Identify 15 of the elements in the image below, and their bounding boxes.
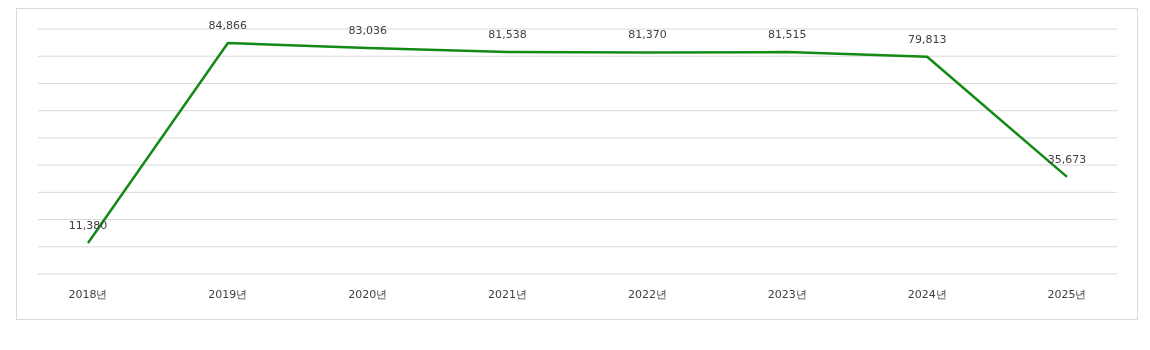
x-tick-label: 2020년 [348, 287, 388, 301]
data-label: 81,538 [488, 28, 527, 42]
data-label: 79,813 [907, 32, 947, 46]
x-tick-label: 2018년 [68, 287, 108, 301]
x-tick-label: 2022년 [627, 287, 667, 301]
data-label: 35,673 [1047, 152, 1087, 166]
data-label: 81,370 [628, 28, 667, 42]
data-label: 81,515 [768, 28, 807, 42]
x-tick-label: 2025년 [1047, 287, 1087, 301]
x-tick-label: 2019년 [208, 287, 248, 301]
x-tick-label: 2023년 [767, 287, 807, 301]
x-tick-label: 2021년 [488, 287, 528, 301]
data-label: 84,866 [208, 18, 248, 32]
data-label: 83,036 [348, 23, 387, 37]
x-tick-label: 2024년 [907, 287, 947, 301]
